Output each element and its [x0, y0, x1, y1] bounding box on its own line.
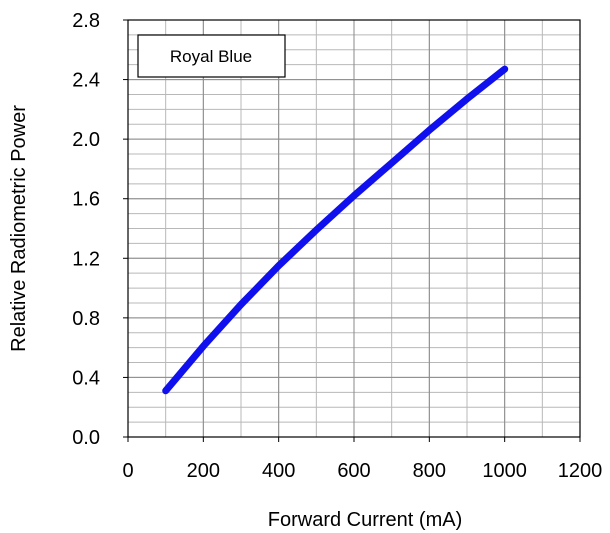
- y-tick-label: 0.8: [72, 308, 100, 330]
- x-tick-label: 800: [413, 460, 446, 482]
- y-tick-label: 1.6: [72, 189, 100, 211]
- y-tick-label: 2.8: [72, 10, 100, 32]
- y-tick-label: 0.4: [72, 367, 100, 389]
- x-tick-label: 200: [187, 460, 220, 482]
- y-tick-label: 2.4: [72, 70, 100, 92]
- x-tick-label: 0: [122, 460, 133, 482]
- x-tick-label: 1000: [482, 460, 527, 482]
- series-line-royal-blue: [162, 65, 509, 395]
- series-layer: [162, 65, 509, 395]
- axis-ticks: [123, 19, 581, 442]
- legend-label: Royal Blue: [170, 47, 252, 66]
- x-tick-label: 400: [262, 460, 295, 482]
- legend: Royal Blue: [137, 34, 286, 78]
- x-tick-labels: 0 200 400 600 800 1000 1200: [122, 460, 602, 482]
- y-axis-title: Relative Radiometric Power: [8, 105, 30, 352]
- y-tick-label: 1.2: [72, 248, 100, 270]
- y-tick-labels: 0.0 0.4 0.8 1.2 1.6 2.0 2.4 2.8: [72, 10, 100, 449]
- x-axis-title: Forward Current (mA): [268, 509, 462, 531]
- legend-box: [137, 34, 286, 78]
- y-tick-label: 0.0: [72, 427, 100, 449]
- y-tick-label: 2.0: [72, 129, 100, 151]
- x-tick-label: 1200: [558, 460, 603, 482]
- x-tick-label: 600: [337, 460, 370, 482]
